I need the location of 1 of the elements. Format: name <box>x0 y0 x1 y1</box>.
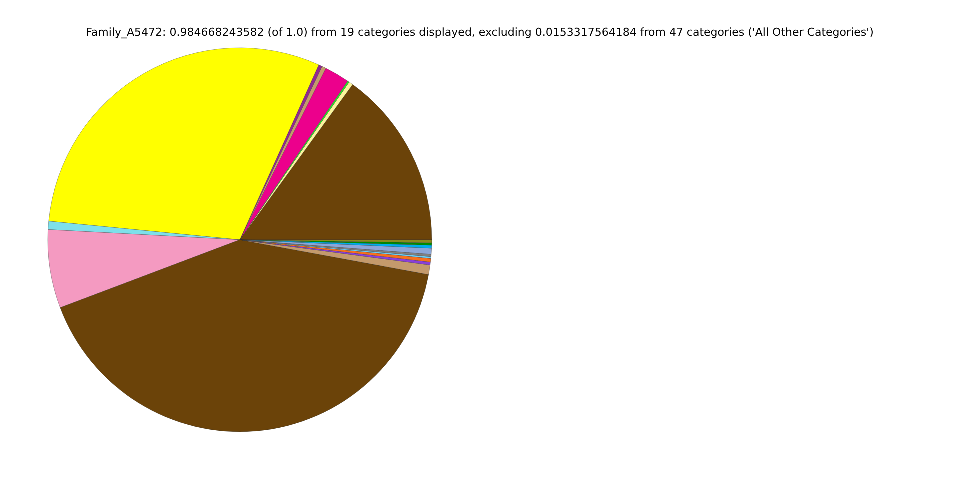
text: Family_A5472: 0.984668243582 (of 1.0) from 19 categories displayed, excluding 0.0153317564184 from 47 categories ('All Other Categories') <box>86 26 874 39</box>
